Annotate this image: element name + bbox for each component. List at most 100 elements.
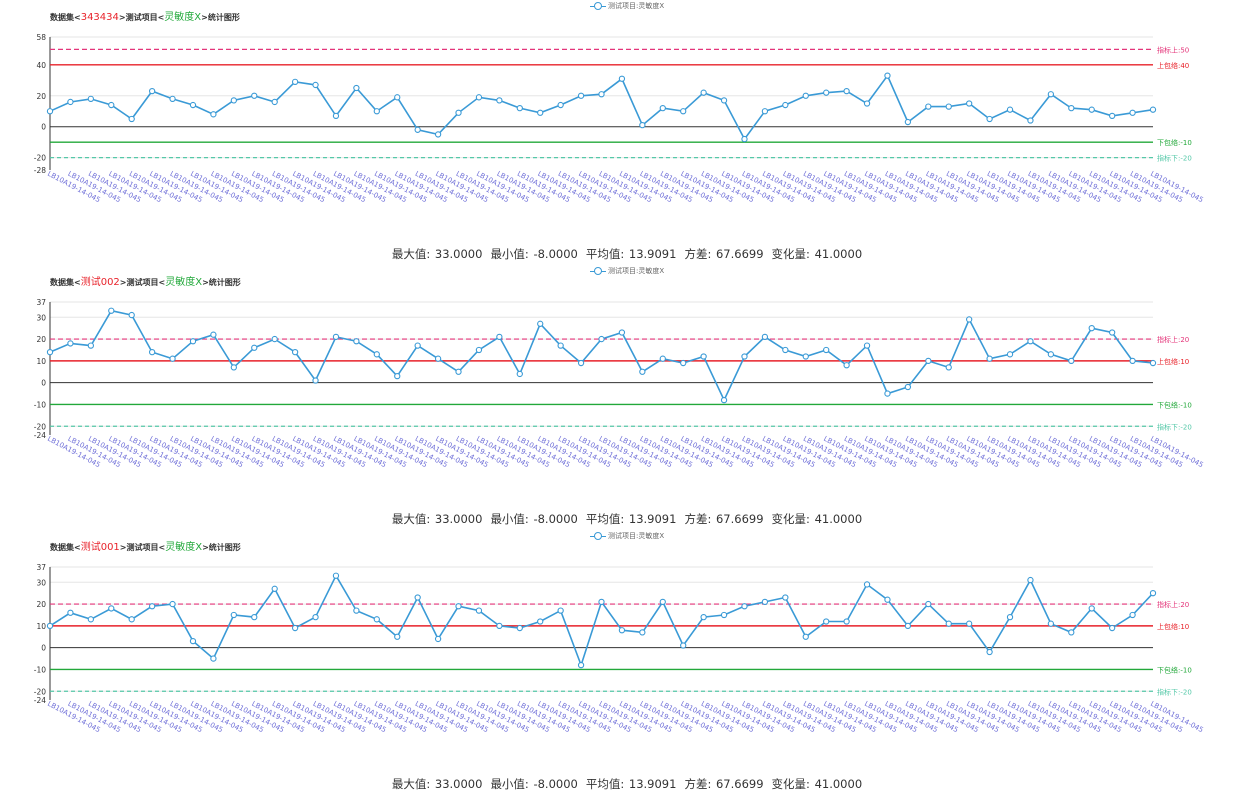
data-point[interactable] — [455, 603, 462, 610]
data-point[interactable] — [741, 603, 748, 610]
data-point[interactable] — [618, 329, 626, 336]
data-point[interactable] — [577, 359, 585, 367]
data-point[interactable] — [332, 112, 340, 120]
data-point[interactable] — [1149, 590, 1157, 597]
data-point[interactable] — [516, 370, 523, 378]
data-point[interactable] — [659, 598, 666, 606]
data-point[interactable] — [823, 346, 830, 354]
data-point[interactable] — [843, 87, 850, 95]
data-point[interactable] — [598, 335, 605, 343]
data-point[interactable] — [189, 101, 197, 109]
data-point[interactable] — [148, 348, 156, 356]
data-point[interactable] — [291, 348, 299, 356]
data-point[interactable] — [925, 600, 932, 608]
data-point[interactable] — [291, 78, 299, 85]
data-point[interactable] — [516, 104, 523, 112]
data-point[interactable] — [455, 368, 462, 375]
data-point[interactable] — [843, 362, 850, 369]
data-point[interactable] — [986, 648, 993, 656]
data-point[interactable] — [128, 616, 135, 623]
data-point[interactable] — [251, 613, 258, 621]
data-point[interactable] — [639, 629, 646, 636]
data-point[interactable] — [904, 622, 912, 630]
data-point[interactable] — [843, 618, 850, 625]
data-point[interactable] — [598, 598, 605, 606]
data-point[interactable] — [884, 390, 891, 397]
data-point[interactable] — [557, 342, 564, 349]
data-point[interactable] — [373, 616, 380, 623]
data-point[interactable] — [761, 108, 769, 115]
data-point[interactable] — [863, 342, 871, 349]
data-point[interactable] — [639, 122, 646, 129]
data-point[interactable] — [332, 333, 340, 341]
data-point[interactable] — [271, 585, 278, 592]
data-point[interactable] — [904, 383, 912, 391]
data-point[interactable] — [394, 372, 401, 380]
data-point[interactable] — [394, 633, 401, 640]
data-point[interactable] — [577, 661, 585, 669]
data-point[interactable] — [148, 603, 156, 610]
data-point[interactable] — [884, 596, 891, 603]
data-point[interactable] — [455, 109, 462, 116]
data-point[interactable] — [87, 616, 95, 623]
data-point[interactable] — [251, 92, 258, 99]
data-point[interactable] — [353, 607, 360, 614]
data-point[interactable] — [904, 118, 912, 126]
data-point[interactable] — [1006, 106, 1014, 113]
data-point[interactable] — [966, 316, 973, 323]
data-point[interactable] — [434, 131, 442, 138]
data-point[interactable] — [1088, 106, 1095, 113]
data-point[interactable] — [618, 627, 626, 634]
data-point[interactable] — [700, 613, 707, 621]
data-point[interactable] — [802, 92, 809, 99]
data-point[interactable] — [394, 94, 401, 101]
data-point[interactable] — [598, 91, 605, 98]
data-point[interactable] — [67, 98, 74, 106]
data-point[interactable] — [189, 338, 197, 345]
data-point[interactable] — [720, 611, 728, 619]
data-point[interactable] — [475, 607, 483, 614]
data-point[interactable] — [618, 75, 626, 82]
data-point[interactable] — [802, 353, 809, 360]
data-point[interactable] — [557, 607, 564, 614]
data-point[interactable] — [1149, 106, 1157, 113]
data-point[interactable] — [332, 572, 340, 579]
data-point[interactable] — [1047, 351, 1055, 358]
data-point[interactable] — [741, 135, 748, 143]
data-point[interactable] — [414, 342, 421, 349]
data-point[interactable] — [1129, 611, 1136, 619]
data-point[interactable] — [148, 87, 156, 95]
data-point[interactable] — [108, 101, 115, 109]
data-point[interactable] — [312, 613, 319, 621]
data-point[interactable] — [46, 348, 54, 356]
data-point[interactable] — [1027, 576, 1034, 584]
data-point[interactable] — [1108, 112, 1116, 120]
data-point[interactable] — [169, 355, 176, 362]
data-point[interactable] — [782, 594, 789, 601]
data-point[interactable] — [659, 104, 666, 112]
chart-legend[interactable]: 测试项目:灵敏度X — [590, 266, 664, 276]
data-point[interactable] — [128, 115, 135, 123]
data-point[interactable] — [373, 108, 380, 115]
data-point[interactable] — [1027, 338, 1034, 345]
data-point[interactable] — [945, 103, 952, 110]
data-point[interactable] — [680, 642, 687, 649]
data-point[interactable] — [271, 335, 278, 343]
data-point[interactable] — [761, 333, 769, 341]
data-point[interactable] — [434, 355, 442, 362]
data-point[interactable] — [1068, 104, 1075, 112]
data-point[interactable] — [1088, 325, 1095, 332]
data-point[interactable] — [1006, 613, 1014, 621]
data-point[interactable] — [1088, 605, 1095, 612]
data-point[interactable] — [312, 81, 319, 89]
data-point[interactable] — [680, 108, 687, 115]
data-point[interactable] — [1149, 359, 1157, 367]
data-point[interactable] — [863, 581, 871, 588]
data-point[interactable] — [823, 89, 830, 96]
data-point[interactable] — [169, 95, 176, 103]
data-point[interactable] — [291, 624, 299, 632]
data-point[interactable] — [87, 342, 95, 349]
data-point[interactable] — [537, 320, 544, 327]
data-point[interactable] — [475, 346, 483, 354]
data-point[interactable] — [925, 357, 932, 365]
